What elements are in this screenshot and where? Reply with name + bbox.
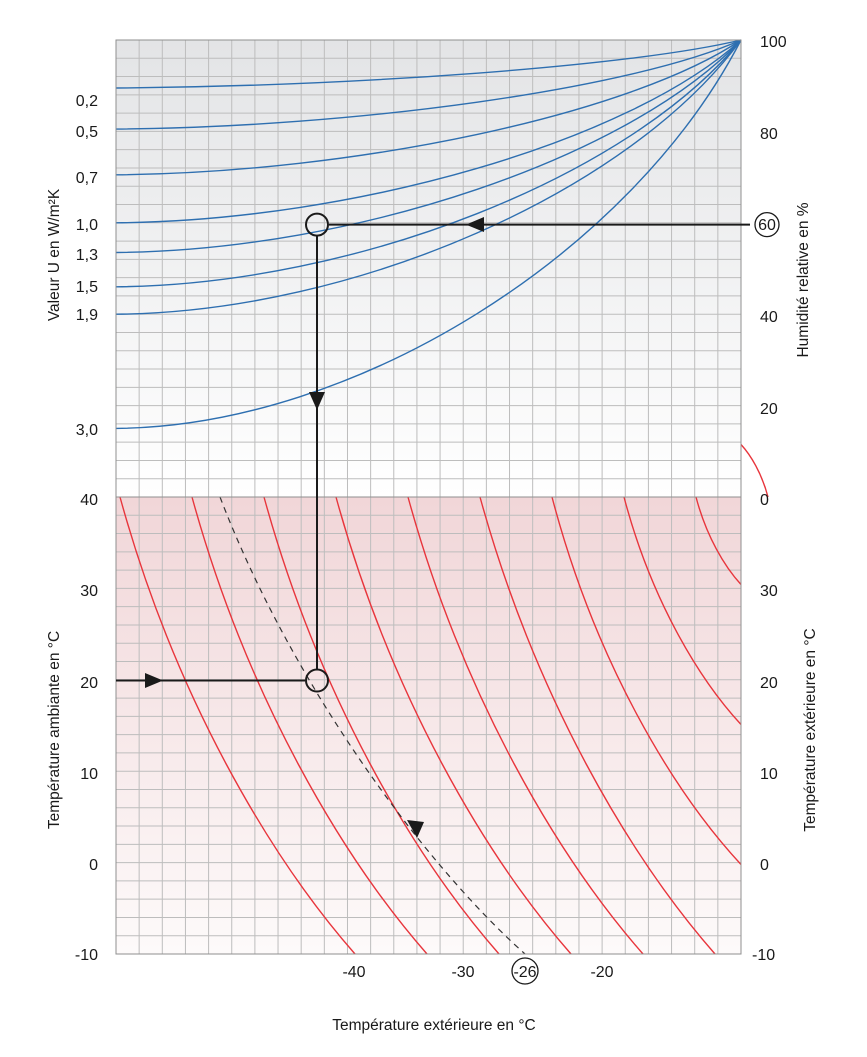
u-curve: [115, 39, 742, 288]
left-lower-ticks: 40 30 20 10 0 -10: [75, 492, 98, 964]
room-temp-tick: 40: [80, 492, 98, 509]
temperature-curve: [407, 496, 644, 955]
u-curve: [115, 39, 742, 315]
rh-tick: 40: [760, 309, 778, 326]
u-curve: [115, 39, 742, 254]
temperature-curve: [740, 444, 769, 498]
rh-tick: 100: [760, 34, 787, 51]
right-upper-ticks: 100 80 60 40 20 0: [754, 34, 787, 509]
u-curve: [115, 39, 742, 89]
room-temp-tick: 30: [80, 583, 98, 600]
x-tick-circle: [511, 957, 539, 985]
u-curve: [115, 39, 742, 130]
guide-vertical-arrow: [309, 392, 325, 410]
u-tick: 0,5: [76, 124, 98, 141]
temperature-curve: [335, 496, 572, 955]
u-value-axis-title: Valeur U en W/m²K: [46, 188, 63, 321]
bottom-ticks: -40 -30 -26 -20: [342, 957, 614, 985]
x-tick: -30: [451, 964, 474, 981]
intersection-circle-u: [305, 212, 329, 237]
x-tick: -26: [513, 964, 536, 981]
u-tick: 1,5: [76, 279, 98, 296]
lower-panel-background: [116, 497, 741, 954]
room-temp-tick: 20: [80, 675, 98, 692]
outside-temp-axis-title: Température extérieure en °C: [802, 628, 819, 832]
u-curve: [115, 39, 742, 430]
u-value-curves: [115, 39, 742, 430]
temperature-curve: [119, 496, 356, 955]
outside-temp-tick: 20: [760, 675, 778, 692]
rh-tick: 80: [760, 126, 778, 143]
rh-tick: 60: [758, 217, 776, 234]
outside-temp-tick: -10: [752, 947, 775, 964]
temperature-curve: [479, 496, 716, 955]
left-upper-ticks: 0,2 0,5 0,7 1,0 1,3 1,5 1,9 3,0: [76, 93, 98, 439]
temperature-curve: [551, 496, 742, 865]
rh-tick: 0: [760, 492, 769, 509]
outside-temp-tick: 10: [760, 766, 778, 783]
u-curve: [115, 39, 742, 224]
u-tick: 0,2: [76, 93, 98, 110]
temperature-curve: [695, 496, 742, 585]
dashed-example-curve: [219, 496, 526, 955]
room-temp-tick: -10: [75, 947, 98, 964]
u-tick: 0,7: [76, 170, 98, 187]
u-tick: 1,3: [76, 247, 98, 264]
x-axis-title: Température extérieure en °C: [332, 1017, 536, 1034]
temperature-curve: [623, 496, 742, 725]
guide-rh-arrow: [466, 217, 484, 232]
room-temp-axis-title: Température ambiante en °C: [46, 631, 63, 829]
temperature-curve: [191, 496, 428, 955]
dashed-example-arrow: [407, 820, 424, 838]
room-temp-tick: 0: [89, 857, 98, 874]
temperature-curve: [263, 496, 500, 955]
u-tick: 1,9: [76, 307, 98, 324]
right-lower-ticks: 30 20 10 0 -10: [752, 583, 778, 964]
u-tick: 3,0: [76, 422, 98, 439]
temperature-curves: [119, 444, 769, 955]
intersection-circle-temp: [305, 668, 329, 693]
outside-temp-tick: 0: [760, 857, 769, 874]
x-tick: -40: [342, 964, 365, 981]
guide-room-temp-arrow: [145, 673, 163, 688]
x-tick: -20: [590, 964, 613, 981]
rh-tick-circle: [754, 211, 780, 238]
room-temp-tick: 10: [80, 766, 98, 783]
u-tick: 1,0: [76, 217, 98, 234]
u-curve: [115, 39, 742, 176]
upper-panel-background: [116, 40, 741, 497]
outside-temp-tick: 30: [760, 583, 778, 600]
rh-tick: 20: [760, 401, 778, 418]
humidity-axis-title: Humidité relative en %: [795, 202, 812, 357]
